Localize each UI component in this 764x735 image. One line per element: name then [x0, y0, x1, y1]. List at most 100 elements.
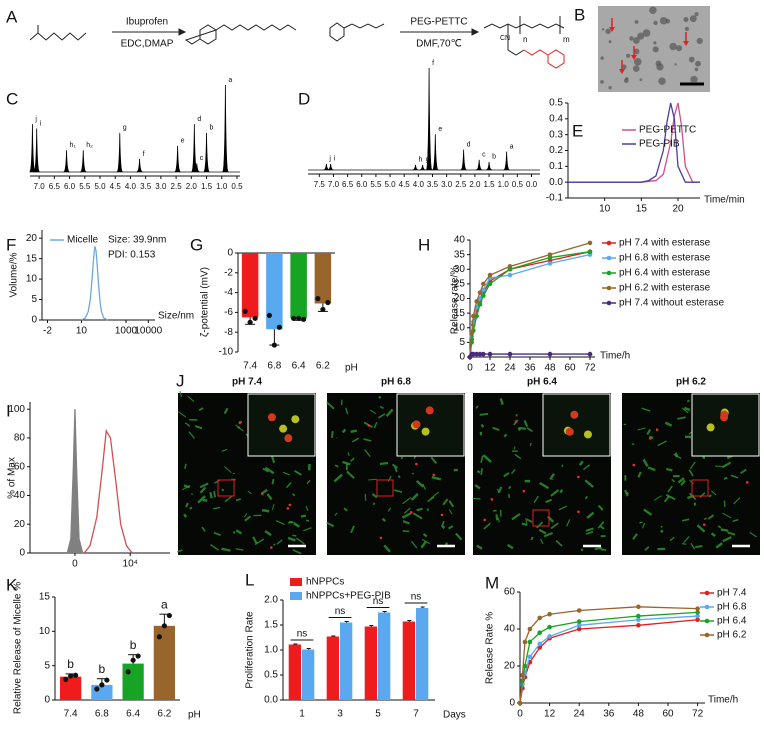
bar	[288, 644, 301, 700]
fiber	[525, 517, 528, 525]
fiber	[549, 473, 555, 481]
y-tick-label: -10	[219, 347, 234, 358]
fiber	[202, 498, 208, 502]
fiber	[683, 406, 691, 412]
fiber	[252, 536, 258, 544]
x-tick-label: 2.0	[186, 182, 198, 191]
peak	[431, 134, 439, 171]
point	[481, 281, 486, 287]
fiber	[476, 544, 483, 550]
x-axis-title: Days	[443, 710, 466, 721]
fiber	[282, 471, 290, 476]
peak	[116, 132, 124, 173]
fiber	[188, 431, 195, 439]
x-tick-label: 72	[584, 363, 596, 374]
fiber	[631, 443, 635, 446]
point	[474, 351, 479, 357]
fiber	[550, 489, 560, 497]
fiber	[416, 507, 423, 512]
y-tick-label: 100	[8, 404, 25, 415]
fiber	[665, 493, 676, 501]
microscopy: pH 7.4 pH 6.8 pH 6.4 pH 6.2	[176, 377, 760, 555]
x-tick-label: 4.0	[125, 182, 137, 191]
data-point	[252, 315, 258, 321]
point	[471, 351, 476, 357]
particle	[684, 26, 690, 31]
fiber	[680, 479, 686, 486]
fiber	[402, 520, 410, 525]
significance: ns	[373, 596, 384, 607]
roi	[217, 479, 235, 497]
legend-marker	[606, 255, 612, 261]
point	[576, 608, 582, 613]
point	[487, 281, 493, 287]
roi	[376, 479, 394, 497]
particle	[652, 46, 659, 53]
fiber	[276, 539, 283, 545]
fiber	[732, 518, 739, 523]
conditions: EDC,DMAP	[121, 39, 174, 50]
legend-label: pH 6.8 with esterase	[619, 253, 711, 264]
fiber	[721, 461, 732, 469]
point	[474, 313, 479, 319]
polymer	[483, 23, 565, 29]
bar	[60, 676, 82, 700]
point	[507, 351, 513, 357]
x-tick-label: 1000	[115, 326, 138, 337]
fiber	[448, 509, 453, 515]
fiber	[686, 399, 690, 403]
fiber	[703, 517, 707, 521]
peak-label: b	[210, 125, 214, 132]
fiber	[584, 495, 588, 500]
x-tick-label: 6.8	[267, 361, 281, 372]
data-point	[315, 295, 321, 302]
bar	[340, 622, 353, 700]
fiber	[379, 461, 389, 466]
molecule	[343, 23, 385, 29]
fiber	[480, 455, 484, 463]
fiber	[677, 477, 685, 484]
y-tick-label: 80	[14, 433, 26, 444]
y-tick-label: 0	[459, 352, 465, 363]
x-tick-label: 0.0	[526, 180, 538, 189]
fiber	[646, 429, 652, 436]
point	[469, 331, 474, 336]
inset	[691, 393, 760, 457]
fiber	[492, 426, 500, 431]
data-point	[130, 657, 136, 663]
fiber	[671, 478, 676, 483]
data-point	[99, 682, 105, 688]
particle	[683, 17, 689, 23]
annotation: Size: 39.9nm	[108, 235, 166, 246]
x-tick-label: 6.2	[316, 361, 330, 372]
y-tick-label: 0	[31, 315, 37, 326]
fiber	[663, 495, 671, 503]
panel-label: M	[485, 573, 499, 592]
fiber	[264, 466, 275, 475]
inset-dot	[267, 413, 276, 422]
image-title: pH 7.4	[232, 377, 262, 388]
peak	[80, 150, 87, 173]
particle	[600, 79, 604, 84]
y-tick-label: 0.0	[264, 695, 278, 706]
peak-label: a	[228, 77, 232, 84]
fiber	[185, 502, 189, 508]
legend-label: pH 6.2 with esterase	[619, 283, 711, 294]
x-axis-title: Time/h	[708, 695, 738, 706]
peak-label: g	[123, 125, 127, 132]
point	[477, 351, 483, 357]
x-tick-label: 60	[564, 363, 576, 374]
particle	[625, 77, 629, 81]
x-tick-label: 5.0	[94, 182, 106, 191]
panel-label: J	[176, 371, 185, 390]
bar	[364, 626, 377, 700]
fiber	[363, 438, 372, 442]
fiber	[415, 480, 424, 488]
y-tick-label: 15	[454, 308, 466, 319]
fiber	[660, 529, 664, 533]
fiber	[637, 471, 642, 478]
fiber	[213, 531, 221, 536]
x-tick-label: 5	[375, 709, 381, 720]
legend-swatch	[290, 578, 302, 586]
fiber	[710, 490, 717, 496]
